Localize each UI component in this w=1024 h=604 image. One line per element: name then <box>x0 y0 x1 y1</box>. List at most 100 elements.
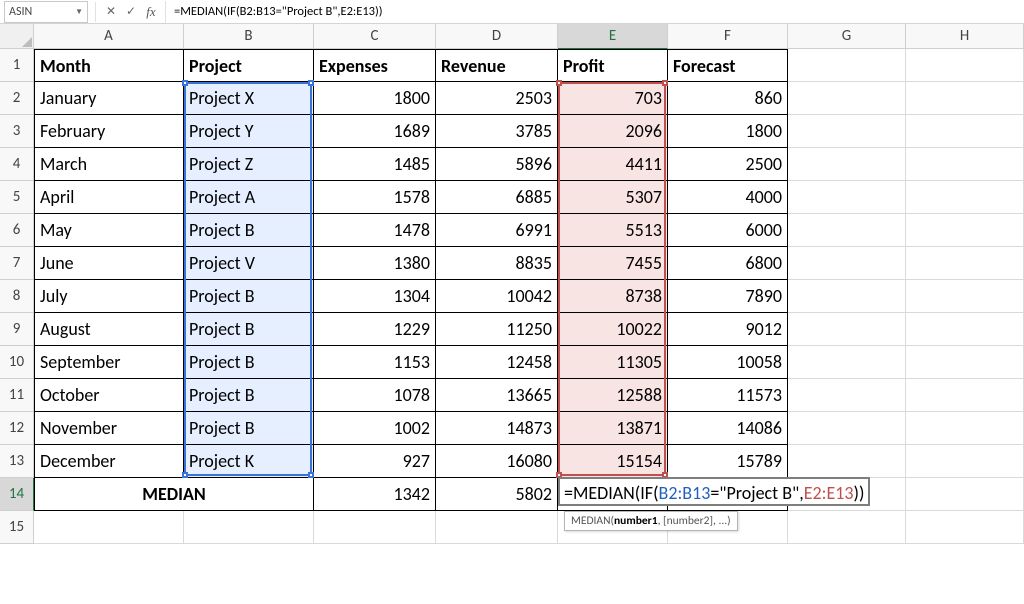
cell[interactable] <box>906 280 1024 313</box>
cell[interactable] <box>788 346 906 379</box>
cell[interactable] <box>436 511 558 544</box>
cell-forecast[interactable]: 6000 <box>668 214 788 247</box>
cell-project[interactable]: Project A <box>184 181 314 214</box>
cell-revenue[interactable]: 11250 <box>436 313 558 346</box>
cell[interactable] <box>906 379 1024 412</box>
cell[interactable] <box>906 511 1024 544</box>
cell-profit[interactable]: 13871 <box>558 412 668 445</box>
row-header-15[interactable]: 15 <box>0 511 34 544</box>
cell-forecast[interactable]: 14086 <box>668 412 788 445</box>
table-header-forecast[interactable]: Forecast <box>668 49 788 82</box>
row-header-10[interactable]: 10 <box>0 346 34 379</box>
cell-forecast[interactable]: 9012 <box>668 313 788 346</box>
col-header-E[interactable]: E <box>558 24 668 49</box>
cell-project[interactable]: Project X <box>184 82 314 115</box>
select-all-corner[interactable] <box>0 24 34 49</box>
cell-expenses[interactable]: 1485 <box>314 148 436 181</box>
col-header-B[interactable]: B <box>184 24 314 49</box>
cell-project[interactable]: Project Z <box>184 148 314 181</box>
cell-revenue[interactable]: 5896 <box>436 148 558 181</box>
cell-forecast[interactable]: 1800 <box>668 115 788 148</box>
cell-expenses[interactable]: 1153 <box>314 346 436 379</box>
table-header-revenue[interactable]: Revenue <box>436 49 558 82</box>
col-header-C[interactable]: C <box>314 24 436 49</box>
cell-month[interactable]: March <box>34 148 184 181</box>
cell-project[interactable]: Project B <box>184 280 314 313</box>
cell[interactable] <box>906 214 1024 247</box>
cell-profit[interactable]: 5513 <box>558 214 668 247</box>
row-header-3[interactable]: 3 <box>0 115 34 148</box>
cell[interactable] <box>788 313 906 346</box>
cell-forecast[interactable]: 7890 <box>668 280 788 313</box>
cell-profit[interactable]: 703 <box>558 82 668 115</box>
median-label[interactable]: MEDIAN <box>34 478 314 511</box>
cell[interactable] <box>906 49 1024 82</box>
cell-project[interactable]: Project K <box>184 445 314 478</box>
median-expenses[interactable]: 1342 <box>314 478 436 511</box>
cell[interactable] <box>788 82 906 115</box>
cell-expenses[interactable]: 1689 <box>314 115 436 148</box>
cell-project[interactable]: Project B <box>184 412 314 445</box>
table-header-expenses[interactable]: Expenses <box>314 49 436 82</box>
cell[interactable] <box>906 82 1024 115</box>
cell-expenses[interactable]: 1578 <box>314 181 436 214</box>
cell-expenses[interactable]: 1078 <box>314 379 436 412</box>
formula-input[interactable]: =MEDIAN(IF(B2:B13="Project B",E2:E13)) <box>165 1 1024 23</box>
cell-revenue[interactable]: 2503 <box>436 82 558 115</box>
cell-project[interactable]: Project V <box>184 247 314 280</box>
cell-project[interactable]: Project Y <box>184 115 314 148</box>
cell-month[interactable]: April <box>34 181 184 214</box>
cell-profit[interactable]: 2096 <box>558 115 668 148</box>
cell-expenses[interactable]: 1380 <box>314 247 436 280</box>
cell[interactable] <box>314 511 436 544</box>
cell[interactable] <box>788 280 906 313</box>
cell-month[interactable]: December <box>34 445 184 478</box>
table-header-project[interactable]: Project <box>184 49 314 82</box>
cell-profit[interactable]: 12588 <box>558 379 668 412</box>
table-header-profit[interactable]: Profit <box>558 49 668 82</box>
row-header-8[interactable]: 8 <box>0 280 34 313</box>
median-revenue[interactable]: 5802 <box>436 478 558 511</box>
col-header-H[interactable]: H <box>906 24 1024 49</box>
col-header-G[interactable]: G <box>788 24 906 49</box>
col-header-A[interactable]: A <box>34 24 184 49</box>
cell-profit[interactable]: 5307 <box>558 181 668 214</box>
cell[interactable] <box>906 313 1024 346</box>
cell-month[interactable]: September <box>34 346 184 379</box>
cell-forecast[interactable]: 6800 <box>668 247 788 280</box>
row-header-14[interactable]: 14 <box>0 478 34 511</box>
cell-expenses[interactable]: 1304 <box>314 280 436 313</box>
cell-profit[interactable]: 15154 <box>558 445 668 478</box>
cell-profit[interactable]: 8738 <box>558 280 668 313</box>
cell-revenue[interactable]: 10042 <box>436 280 558 313</box>
row-header-11[interactable]: 11 <box>0 379 34 412</box>
cell-revenue[interactable]: 13665 <box>436 379 558 412</box>
fx-icon[interactable]: fx <box>141 2 161 22</box>
cell-forecast[interactable]: 10058 <box>668 346 788 379</box>
row-header-4[interactable]: 4 <box>0 148 34 181</box>
cell[interactable] <box>788 214 906 247</box>
cell[interactable] <box>788 115 906 148</box>
cell[interactable] <box>906 115 1024 148</box>
cell[interactable] <box>788 511 906 544</box>
cell-month[interactable]: January <box>34 82 184 115</box>
cell[interactable] <box>906 478 1024 511</box>
cell-month[interactable]: July <box>34 280 184 313</box>
cell-revenue[interactable]: 3785 <box>436 115 558 148</box>
row-header-7[interactable]: 7 <box>0 247 34 280</box>
col-header-D[interactable]: D <box>436 24 558 49</box>
cell-forecast[interactable]: 4000 <box>668 181 788 214</box>
cell[interactable] <box>906 346 1024 379</box>
cell-project[interactable]: Project B <box>184 214 314 247</box>
cell[interactable] <box>788 412 906 445</box>
cell-project[interactable]: Project B <box>184 346 314 379</box>
cell-project[interactable]: Project B <box>184 313 314 346</box>
cell-expenses[interactable]: 1800 <box>314 82 436 115</box>
cell-expenses[interactable]: 927 <box>314 445 436 478</box>
cell-month[interactable]: November <box>34 412 184 445</box>
cell-forecast[interactable]: 11573 <box>668 379 788 412</box>
row-header-5[interactable]: 5 <box>0 181 34 214</box>
cell-profit[interactable]: 11305 <box>558 346 668 379</box>
name-box[interactable]: ASIN ▼ <box>4 1 88 23</box>
cell-expenses[interactable]: 1229 <box>314 313 436 346</box>
